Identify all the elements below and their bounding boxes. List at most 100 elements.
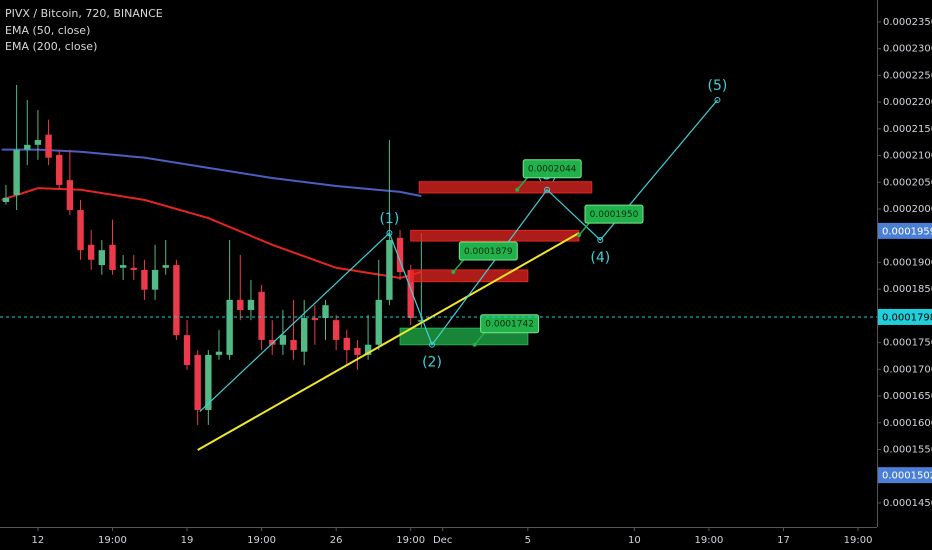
x-tick-label: 5 [525, 535, 531, 546]
callout-anchor [515, 187, 520, 192]
candle-body [130, 267, 137, 270]
price-marker [878, 308, 932, 325]
candle-body [2, 197, 10, 203]
callout-pointer [452, 259, 464, 273]
callout-label: 0.0001742 [485, 320, 534, 330]
wave-point [597, 236, 604, 243]
candle-body [386, 239, 393, 300]
zone-box [410, 229, 580, 242]
candle-body [77, 210, 84, 251]
candle-body [119, 265, 127, 268]
y-tick-label: 0.0002050 [883, 177, 932, 188]
wave-point [544, 186, 551, 193]
candle-body [343, 337, 350, 351]
candle-body [151, 269, 159, 290]
candle-body [237, 299, 244, 310]
y-tick-label: 0.0001750 [883, 338, 932, 349]
candle-body [13, 149, 20, 196]
y-tick-label: 0.0001550 [883, 445, 932, 456]
candle-body [396, 237, 404, 273]
price-marker-label: 0.0001959 [882, 226, 932, 237]
y-tick-label: 0.0001850 [883, 284, 932, 295]
candle-body [45, 134, 52, 158]
candle-body [87, 244, 95, 260]
y-tick-label: 0.0002100 [883, 151, 932, 162]
candle-body [322, 305, 329, 319]
price-marker-label: 0.0001798 [882, 312, 932, 323]
y-tick-label: 0.0002350 [883, 17, 932, 28]
candle-body [56, 155, 63, 185]
candle-body [109, 244, 116, 270]
callout-anchor [472, 342, 477, 347]
callout-label: 0.0001879 [464, 247, 513, 257]
candle-body [258, 291, 265, 340]
x-tick-label: 12 [32, 535, 45, 546]
callout-box [584, 204, 644, 224]
x-tick-label: 19 [181, 535, 194, 546]
trendline [197, 232, 580, 451]
y-tick-label: 0.0002200 [883, 97, 932, 108]
callout-pointer [516, 177, 528, 191]
zone-box [410, 269, 529, 283]
y-tick-label: 0.0001450 [883, 498, 932, 509]
candle-body [215, 351, 223, 355]
callout-pointer [578, 222, 590, 236]
x-tick-label: 19:00 [695, 535, 724, 546]
y-tick-label: 0.0001650 [883, 391, 932, 402]
candle-body [354, 347, 361, 355]
wave-label: (5) [708, 78, 728, 94]
zone-box [418, 181, 593, 194]
candle-body [300, 318, 308, 352]
callout-box [522, 159, 582, 179]
callout-box [480, 314, 540, 334]
y-tick-label: 0.0002000 [883, 204, 932, 215]
candle-body [418, 320, 425, 322]
wave-point [714, 96, 721, 103]
wave-label: (2) [422, 355, 442, 371]
y-tick-label: 0.0001700 [883, 364, 932, 375]
callout-anchor [576, 233, 581, 238]
candle-body [269, 339, 276, 345]
candle-body [364, 344, 372, 355]
candle-body [173, 265, 180, 336]
wave-label: (4) [590, 250, 610, 266]
candle-body [375, 299, 382, 345]
x-tick-label: 19:00 [844, 535, 873, 546]
callout-label: 0.0002044 [528, 165, 577, 175]
candle-body [141, 269, 148, 290]
wave-point [386, 230, 393, 237]
ema-line [1, 148, 422, 198]
candle-body [24, 144, 31, 150]
callout-box [458, 241, 518, 261]
candle-body [66, 180, 74, 211]
x-tick-label: 26 [330, 535, 343, 546]
x-tick-label: 19:00 [396, 535, 425, 546]
y-tick-label: 0.0002250 [883, 70, 932, 81]
callout-label: 0.0001950 [590, 210, 639, 220]
candle-body [98, 250, 106, 266]
price-marker [878, 467, 932, 484]
candle-body [162, 265, 169, 268]
callout-pointer [474, 332, 486, 346]
candle-body [226, 299, 233, 355]
price-marker [878, 222, 932, 239]
x-tick-label: 10 [628, 535, 641, 546]
candle-body [205, 354, 212, 410]
y-tick-label: 0.0001900 [883, 257, 932, 268]
wave-label: (1) [379, 211, 399, 227]
chart-title: PIVX / Bitcoin, 720, BINANCE [5, 7, 163, 20]
candle-body [34, 140, 42, 145]
x-tick-label: 17 [777, 535, 790, 546]
callout-anchor [451, 270, 456, 275]
y-tick-label: 0.0002150 [883, 124, 932, 135]
candle-body [332, 320, 340, 340]
candle-body [407, 269, 414, 319]
candle-body [247, 299, 255, 310]
legend-entry: EMA (50, close) [5, 24, 90, 37]
y-tick-label: 0.0002300 [883, 44, 932, 55]
candle-body [194, 354, 201, 410]
candle-body [311, 318, 319, 321]
candle-body [290, 339, 297, 351]
x-tick-label: Dec [433, 535, 452, 546]
